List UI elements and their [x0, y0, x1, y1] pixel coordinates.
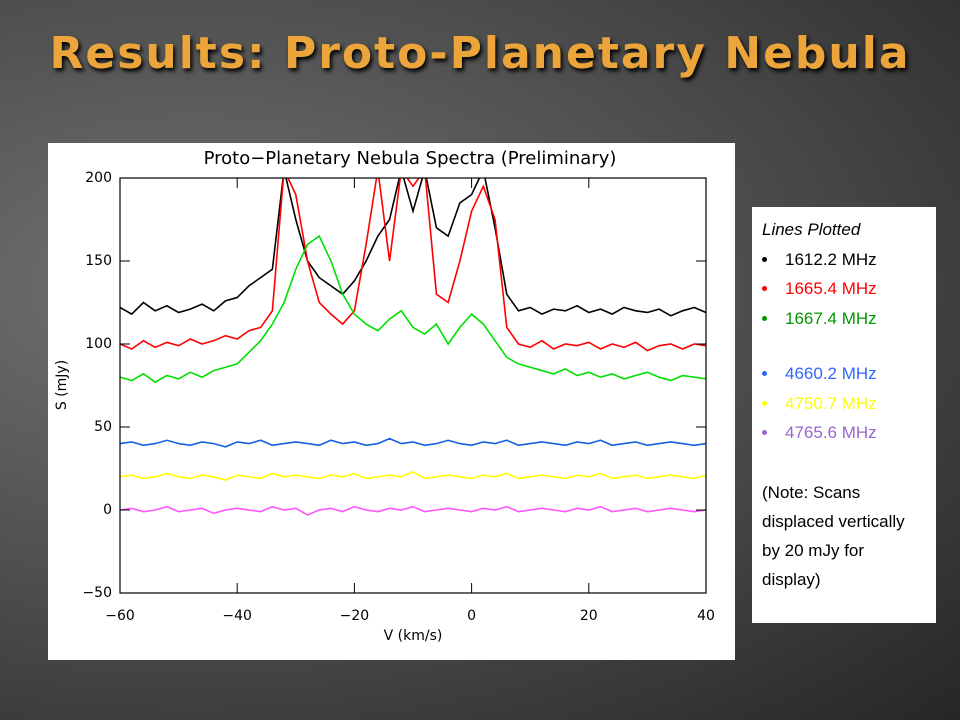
- legend-item: 1665.4 MHz: [762, 274, 926, 304]
- x-tick-label: 40: [697, 608, 715, 624]
- legend-note: (Note: Scans displaced vertically by 20 …: [762, 482, 905, 589]
- legend-item: 4765.6 MHz: [762, 418, 926, 448]
- legend: Lines Plotted 1612.2 MHz1665.4 MHz1667.4…: [752, 207, 936, 623]
- chart-background: [48, 143, 735, 660]
- x-tick-label: −60: [105, 608, 135, 624]
- x-tick-label: −20: [340, 608, 370, 624]
- chart-title: Proto−Planetary Nebula Spectra (Prelimin…: [204, 148, 617, 169]
- legend-list: 1612.2 MHz1665.4 MHz1667.4 MHz 4660.2 MHz…: [762, 245, 926, 448]
- x-tick-label: 0: [467, 608, 476, 624]
- legend-item: 1667.4 MHz: [762, 304, 926, 334]
- legend-item: 1612.2 MHz: [762, 245, 926, 275]
- y-axis-label: S (mJy): [54, 360, 70, 410]
- series-line: [120, 470, 706, 481]
- plot-frame: [119, 177, 707, 594]
- series-line: [120, 178, 706, 317]
- x-tick-label: −40: [222, 608, 252, 624]
- x-tick-label: 20: [580, 608, 598, 624]
- y-tick-label: 50: [94, 419, 112, 435]
- series-line: [120, 234, 706, 384]
- x-axis-label: V (km/s): [384, 628, 443, 644]
- series-line: [120, 437, 706, 448]
- y-tick-label: 200: [85, 170, 112, 186]
- series-line: [120, 178, 706, 352]
- slide-title: Results: Proto-Planetary Nebula: [49, 28, 911, 79]
- y-tick-label: 0: [103, 502, 112, 518]
- y-tick-label: 100: [85, 336, 112, 352]
- y-tick-label: 150: [85, 253, 112, 269]
- y-tick-label: −50: [82, 585, 112, 601]
- legend-title: Lines Plotted: [762, 220, 861, 239]
- legend-item: 4750.7 MHz: [762, 389, 926, 419]
- legend-item: 4660.2 MHz: [762, 359, 926, 389]
- plot-lines: [120, 178, 706, 516]
- series-line: [120, 505, 706, 516]
